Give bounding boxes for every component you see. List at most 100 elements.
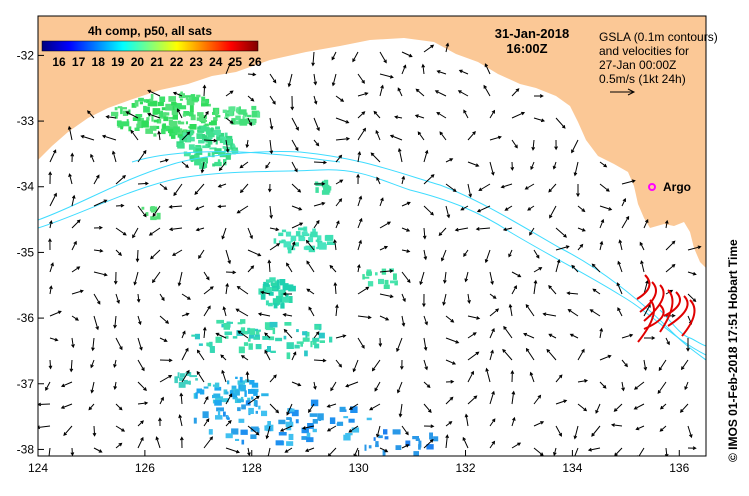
colorbar [41,40,259,52]
velocity-arrow [335,154,343,163]
velocity-arrow [511,285,517,295]
velocity-arrow [282,313,293,317]
sst-pixel [241,439,245,445]
sst-pixel [289,417,292,424]
velocity-arrow [159,158,169,163]
sst-pixel [221,139,228,143]
velocity-arrow [357,195,363,207]
velocity-arrow [68,173,73,185]
sst-pixel [147,103,156,107]
velocity-arrow [49,310,62,317]
sst-pixel [248,407,254,414]
velocity-arrow [415,88,425,97]
velocity-arrow [290,95,295,111]
velocity-arrow [573,425,579,440]
velocity-arrow [348,425,359,433]
velocity-arrow [282,292,292,296]
sst-pixel [286,352,291,360]
velocity-arrow [147,89,161,97]
sst-pixel [237,322,243,325]
y-tick-label: -34 [17,180,35,194]
sst-pixel [157,101,164,107]
velocity-arrow [423,359,428,371]
velocity-arrow [291,241,296,251]
sst-pixel [316,246,320,250]
velocity-arrow [179,392,184,405]
velocity-arrow [115,425,126,432]
sst-pixel [271,287,277,291]
velocity-arrow [264,332,271,339]
velocity-arrow [237,330,249,339]
velocity-arrow [458,69,469,75]
velocity-arrow [422,293,426,308]
sst-pixel [214,386,222,391]
velocity-arrow [462,436,469,449]
velocity-arrow [376,425,381,438]
sst-pixel [201,103,209,106]
sst-pixel [237,399,244,403]
velocity-arrow [445,421,453,427]
sst-pixel [162,123,166,129]
sst-pixel [196,388,202,394]
velocity-arrow [49,149,57,163]
velocity-arrow [45,381,51,391]
drifter-track [659,289,674,333]
drifter-track [681,299,696,337]
sst-pixel [366,271,372,276]
velocity-arrow [135,249,140,263]
velocity-arrow [269,205,273,219]
velocity-arrow [643,279,649,295]
velocity-arrows [38,42,702,456]
sst-pixel [413,451,419,456]
velocity-arrow [483,84,491,97]
sst-pixel [247,338,251,342]
velocity-arrow [115,337,123,351]
sst-pixel [150,216,157,221]
sst-pixel [186,129,194,136]
sst-pixel [198,343,203,346]
sst-pixel [223,398,229,403]
sst-pixel [219,155,226,158]
velocity-arrow [621,333,634,339]
sst-pixel [368,445,372,449]
velocity-arrow [200,161,205,174]
sst-pixel [238,120,247,125]
velocity-arrow [313,331,320,339]
sst-pixel [378,435,383,439]
velocity-arrow [546,348,557,361]
sst-pixel [209,341,213,348]
velocity-arrow [457,90,469,97]
sst-pixel [141,206,145,210]
sst-pixel [253,400,257,407]
velocity-arrow [113,315,117,329]
velocity-arrow [133,271,139,286]
drifter-track [667,295,689,327]
sst-pixel [276,279,280,286]
velocity-arrow [613,403,623,412]
sst-pixel [310,231,318,237]
sst-pixel [362,274,365,280]
sst-pixel [303,246,310,250]
sst-pixel [284,322,292,326]
velocity-arrow [542,312,557,317]
sst-pixel [199,115,206,122]
velocity-arrow [38,425,51,430]
velocity-arrow [203,138,218,143]
velocity-arrow [70,447,75,456]
velocity-arrow [502,227,513,232]
velocity-arrow [71,240,77,251]
sst-pixel [242,116,245,120]
velocity-arrow [172,91,183,97]
sst-pixel [111,111,119,117]
velocity-arrow [225,139,230,153]
velocity-arrow [467,370,474,383]
sst-pixel [117,106,123,109]
velocity-arrow [181,161,190,168]
sst-pixel [249,328,256,335]
sst-pixel [319,340,325,343]
sst-pixel [286,284,294,287]
sst-pixel [318,332,325,339]
velocity-arrow [599,183,610,192]
sst-pixel [251,396,254,400]
velocity-arrow [478,183,491,192]
